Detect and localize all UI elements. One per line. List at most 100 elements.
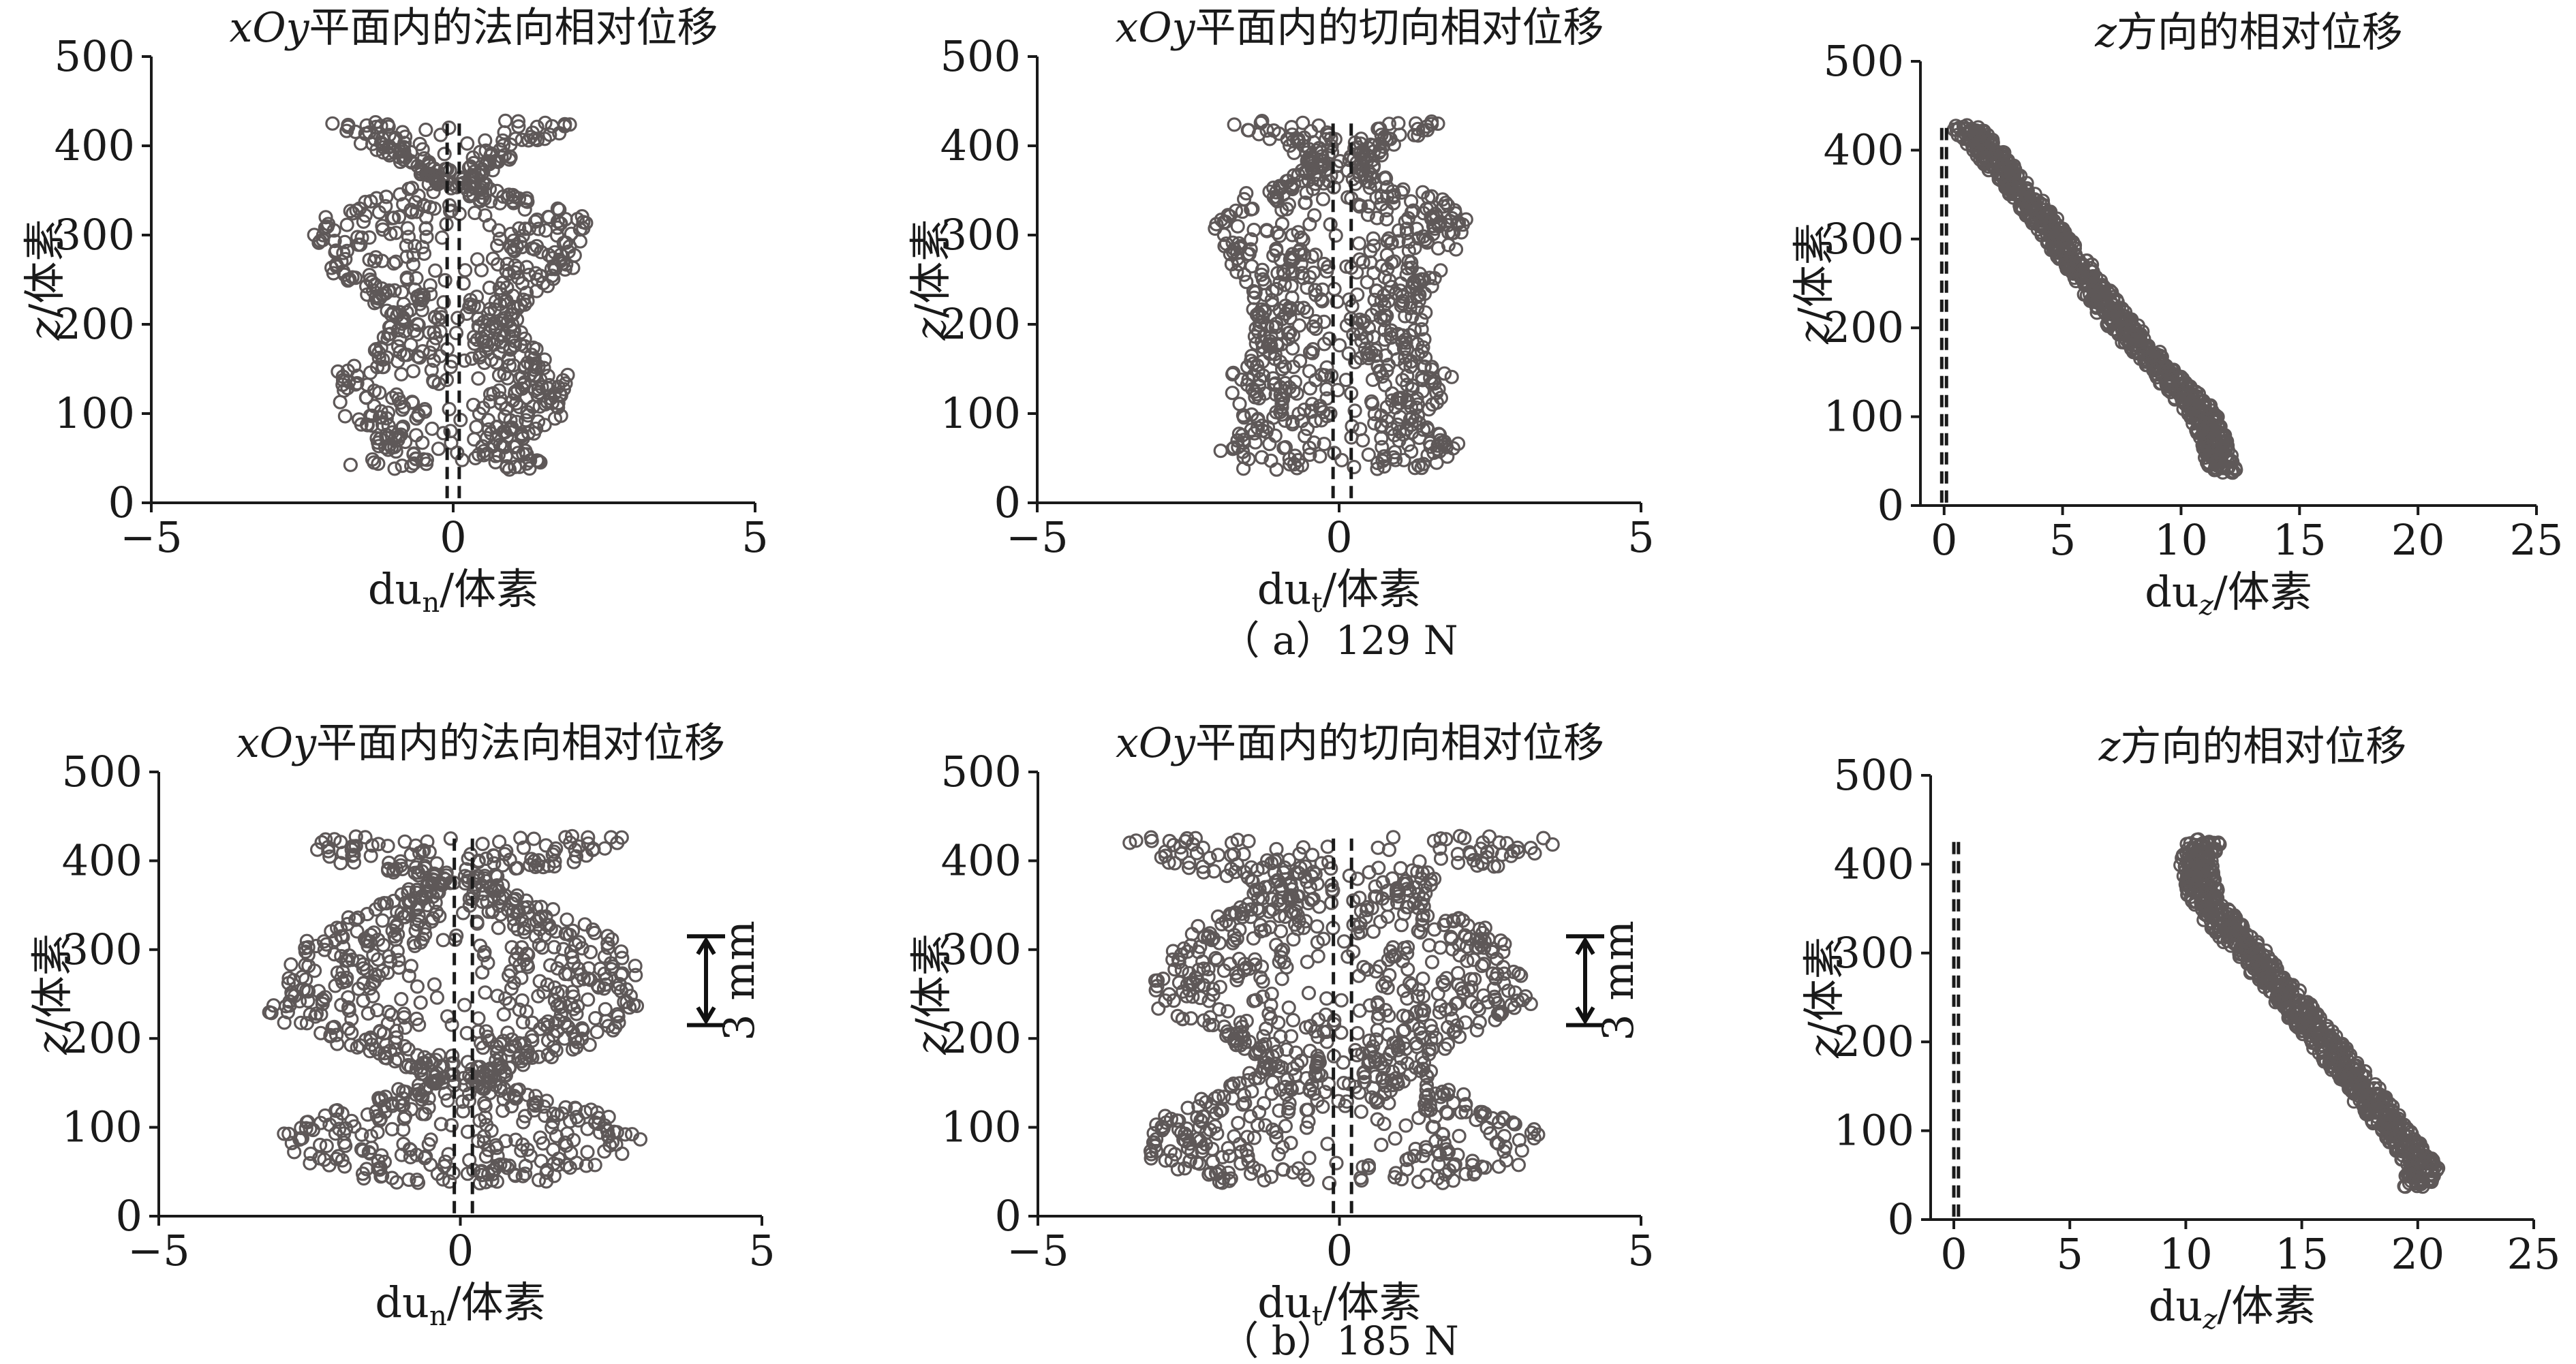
y-tick-label: 100	[1834, 1106, 1914, 1156]
data-point	[1239, 186, 1254, 201]
data-point	[405, 395, 420, 410]
x-axis-label-part: /体素	[447, 1277, 546, 1327]
data-point	[1319, 991, 1334, 1006]
panel-title: xOy平面内的法向相对位移	[230, 4, 718, 52]
data-point	[531, 221, 546, 236]
data-point	[412, 136, 427, 151]
data-point	[444, 1017, 459, 1032]
data-point	[1281, 1000, 1296, 1015]
data-point	[330, 1102, 345, 1118]
data-point	[508, 384, 523, 399]
x-axis-label: duz/体素	[2149, 1281, 2316, 1335]
data-point	[426, 373, 441, 388]
data-point	[1409, 116, 1424, 131]
y-axis-label-part: z	[1789, 322, 1839, 345]
data-point	[1424, 117, 1439, 131]
data-point	[1228, 203, 1244, 218]
data-point	[1387, 1131, 1402, 1146]
data-point	[354, 230, 369, 245]
data-point	[287, 1145, 302, 1160]
data-point	[515, 1168, 530, 1183]
data-point	[375, 219, 390, 234]
data-point	[529, 421, 544, 436]
data-point	[1364, 345, 1379, 360]
y-tick-label: 0	[1888, 1194, 1914, 1244]
data-point	[1285, 127, 1300, 142]
data-point	[574, 208, 589, 224]
data-point	[498, 1134, 513, 1149]
data-point	[1334, 452, 1349, 468]
data-point	[1213, 443, 1228, 459]
data-point	[457, 997, 472, 1012]
data-point	[1330, 382, 1345, 398]
data-point	[557, 117, 572, 131]
data-point	[1399, 221, 1414, 236]
data-point	[527, 214, 543, 229]
data-point	[1336, 934, 1352, 949]
data-point	[471, 371, 486, 386]
data-point	[1375, 439, 1390, 454]
data-point	[478, 133, 493, 148]
data-point	[1447, 206, 1462, 221]
data-point	[1302, 447, 1317, 463]
caption-space	[1260, 617, 1272, 664]
data-point	[375, 913, 390, 928]
data-point	[491, 383, 507, 398]
data-point	[485, 251, 501, 266]
data-point	[437, 146, 452, 161]
data-point	[533, 454, 548, 470]
data-point	[587, 1158, 602, 1173]
y-tick-label: 100	[62, 1102, 142, 1152]
data-point	[1240, 123, 1255, 138]
data-point	[326, 1019, 342, 1034]
y-axis-label-part: z	[20, 317, 70, 341]
data-point	[378, 199, 393, 214]
data-point	[1374, 1137, 1389, 1153]
x-tick-label: 5	[748, 1226, 775, 1275]
data-point	[1268, 387, 1283, 402]
data-point	[1360, 207, 1376, 222]
data-point	[418, 221, 433, 236]
data-point	[1239, 275, 1254, 290]
data-point	[1183, 1011, 1199, 1026]
data-point	[395, 125, 410, 140]
data-point	[1298, 429, 1313, 444]
data-point	[1383, 323, 1399, 338]
data-point	[496, 1007, 511, 1022]
data-point	[1269, 281, 1284, 296]
data-point	[529, 238, 545, 253]
data-point	[1272, 228, 1287, 243]
data-point	[367, 399, 382, 414]
data-point	[350, 375, 365, 391]
data-point	[341, 990, 356, 1005]
row-caption: （ a）129 N	[1221, 617, 1458, 664]
data-point	[1244, 407, 1259, 422]
data-point	[1402, 300, 1417, 315]
data-point	[1369, 283, 1385, 298]
panel-title-part: 平面内的法向相对位移	[309, 4, 718, 52]
data-point	[1287, 448, 1303, 463]
data-point	[328, 243, 343, 258]
data-point	[396, 1122, 411, 1137]
data-point	[423, 287, 438, 302]
data-point	[1366, 231, 1381, 246]
y-tick-label: 100	[1824, 392, 1904, 441]
x-axis-label-part: /体素	[2217, 1281, 2316, 1331]
data-point	[369, 1109, 384, 1124]
data-point	[1366, 138, 1381, 153]
y-tick-label: 500	[940, 31, 1021, 81]
data-point	[1355, 255, 1370, 270]
x-tick-label: 5	[741, 512, 768, 562]
y-axis-label-part: /体素	[20, 219, 70, 318]
data-point	[1374, 431, 1389, 446]
data-point	[1499, 835, 1514, 851]
x-axis-label-part: du	[2145, 567, 2199, 617]
data-point	[475, 836, 490, 852]
data-point	[1396, 452, 1411, 467]
y-tick-label: 100	[941, 1102, 1022, 1152]
x-tick-label: 0	[440, 512, 466, 562]
data-point	[1388, 452, 1403, 467]
data-point	[1414, 322, 1429, 337]
data-point	[497, 113, 513, 128]
